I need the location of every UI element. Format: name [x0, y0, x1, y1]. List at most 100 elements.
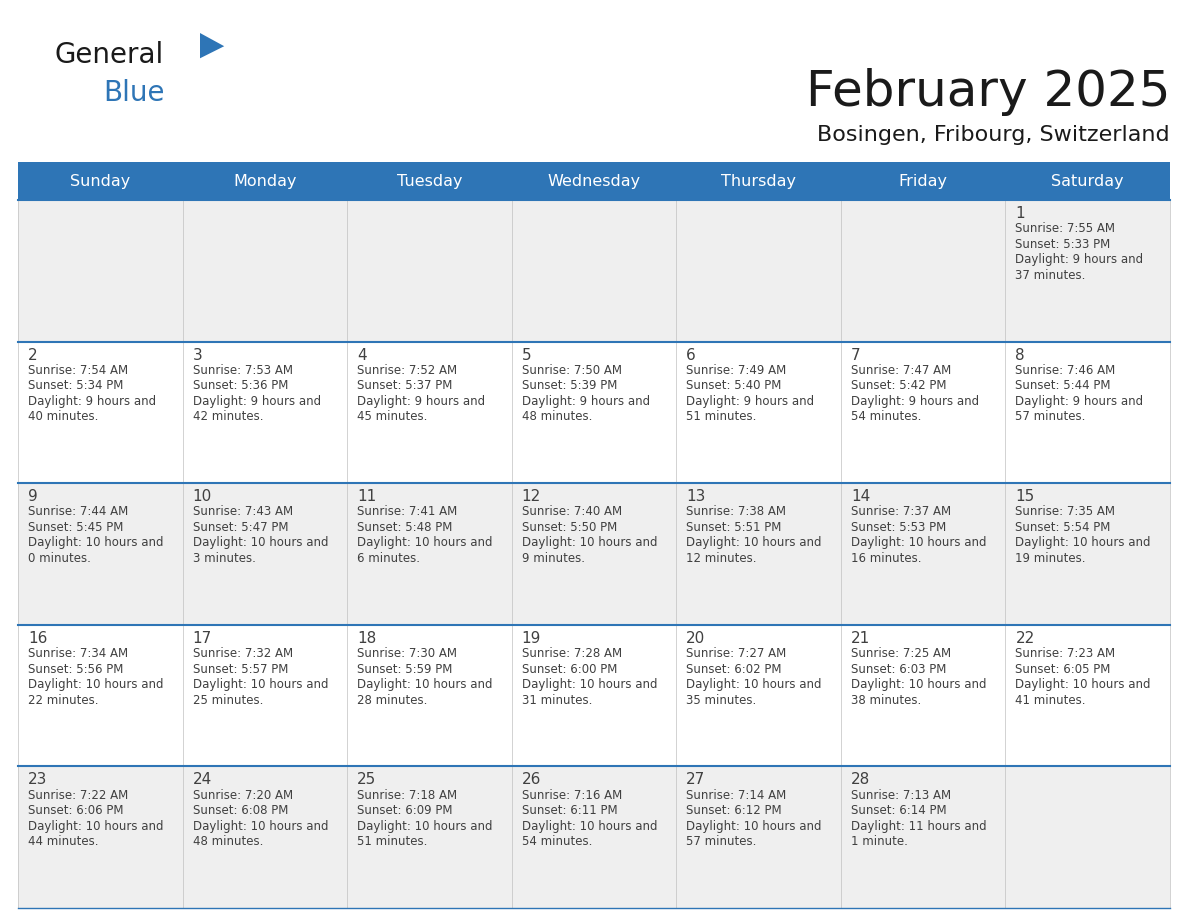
Text: 28: 28 [851, 772, 870, 788]
Text: Sunset: 5:51 PM: Sunset: 5:51 PM [687, 521, 782, 534]
Text: Daylight: 10 hours and: Daylight: 10 hours and [358, 820, 493, 833]
Text: Daylight: 9 hours and: Daylight: 9 hours and [522, 395, 650, 408]
Text: 42 minutes.: 42 minutes. [192, 410, 263, 423]
Text: Daylight: 10 hours and: Daylight: 10 hours and [522, 678, 657, 691]
Text: 54 minutes.: 54 minutes. [851, 410, 921, 423]
Text: Tuesday: Tuesday [397, 174, 462, 188]
Text: Sunset: 6:08 PM: Sunset: 6:08 PM [192, 804, 287, 817]
Text: Sunset: 5:45 PM: Sunset: 5:45 PM [29, 521, 124, 534]
Text: 9 minutes.: 9 minutes. [522, 552, 584, 565]
Text: Sunset: 5:34 PM: Sunset: 5:34 PM [29, 379, 124, 392]
Text: Sunrise: 7:28 AM: Sunrise: 7:28 AM [522, 647, 621, 660]
Text: 5: 5 [522, 348, 531, 363]
Text: 45 minutes.: 45 minutes. [358, 410, 428, 423]
Text: Daylight: 10 hours and: Daylight: 10 hours and [358, 678, 493, 691]
Text: 31 minutes.: 31 minutes. [522, 694, 592, 707]
Text: 1: 1 [1016, 206, 1025, 221]
Text: Sunrise: 7:46 AM: Sunrise: 7:46 AM [1016, 364, 1116, 377]
Text: Sunset: 5:48 PM: Sunset: 5:48 PM [358, 521, 453, 534]
Text: Daylight: 9 hours and: Daylight: 9 hours and [851, 395, 979, 408]
Text: Sunrise: 7:14 AM: Sunrise: 7:14 AM [687, 789, 786, 801]
Text: Daylight: 9 hours and: Daylight: 9 hours and [358, 395, 485, 408]
Text: Sunset: 5:57 PM: Sunset: 5:57 PM [192, 663, 287, 676]
Text: 51 minutes.: 51 minutes. [358, 835, 428, 848]
Text: Sunrise: 7:20 AM: Sunrise: 7:20 AM [192, 789, 292, 801]
Text: 10: 10 [192, 489, 211, 504]
Text: Sunrise: 7:22 AM: Sunrise: 7:22 AM [29, 789, 128, 801]
Text: Sunset: 5:42 PM: Sunset: 5:42 PM [851, 379, 947, 392]
Text: Sunrise: 7:30 AM: Sunrise: 7:30 AM [358, 647, 457, 660]
Text: 7: 7 [851, 348, 860, 363]
Text: 14: 14 [851, 489, 870, 504]
Text: Sunrise: 7:32 AM: Sunrise: 7:32 AM [192, 647, 292, 660]
Text: Daylight: 10 hours and: Daylight: 10 hours and [358, 536, 493, 550]
Text: Sunrise: 7:25 AM: Sunrise: 7:25 AM [851, 647, 950, 660]
Text: 8: 8 [1016, 348, 1025, 363]
Text: 25: 25 [358, 772, 377, 788]
Text: Daylight: 10 hours and: Daylight: 10 hours and [687, 820, 822, 833]
Text: Sunset: 5:54 PM: Sunset: 5:54 PM [1016, 521, 1111, 534]
Text: Sunrise: 7:44 AM: Sunrise: 7:44 AM [29, 506, 128, 519]
Text: 15: 15 [1016, 489, 1035, 504]
Text: 27: 27 [687, 772, 706, 788]
Text: 25 minutes.: 25 minutes. [192, 694, 263, 707]
Text: Daylight: 9 hours and: Daylight: 9 hours and [687, 395, 815, 408]
Text: Sunset: 5:33 PM: Sunset: 5:33 PM [1016, 238, 1111, 251]
Text: Daylight: 10 hours and: Daylight: 10 hours and [192, 820, 328, 833]
Text: Daylight: 10 hours and: Daylight: 10 hours and [687, 678, 822, 691]
Text: Sunrise: 7:52 AM: Sunrise: 7:52 AM [358, 364, 457, 377]
Text: 20: 20 [687, 631, 706, 645]
Text: Daylight: 9 hours and: Daylight: 9 hours and [29, 395, 156, 408]
Text: Sunrise: 7:43 AM: Sunrise: 7:43 AM [192, 506, 292, 519]
Polygon shape [200, 33, 225, 59]
Text: 48 minutes.: 48 minutes. [192, 835, 263, 848]
Text: Sunset: 5:53 PM: Sunset: 5:53 PM [851, 521, 946, 534]
Bar [18, 341, 1170, 483]
Text: Sunrise: 7:23 AM: Sunrise: 7:23 AM [1016, 647, 1116, 660]
Text: Daylight: 10 hours and: Daylight: 10 hours and [851, 678, 986, 691]
Text: 9: 9 [29, 489, 38, 504]
Text: Daylight: 9 hours and: Daylight: 9 hours and [192, 395, 321, 408]
Text: Sunrise: 7:27 AM: Sunrise: 7:27 AM [687, 647, 786, 660]
Text: 6: 6 [687, 348, 696, 363]
Text: 22: 22 [1016, 631, 1035, 645]
Text: 12: 12 [522, 489, 541, 504]
Text: Blue: Blue [103, 79, 164, 107]
Text: Sunrise: 7:47 AM: Sunrise: 7:47 AM [851, 364, 952, 377]
Text: Sunrise: 7:38 AM: Sunrise: 7:38 AM [687, 506, 786, 519]
Text: Sunrise: 7:53 AM: Sunrise: 7:53 AM [192, 364, 292, 377]
Text: Sunrise: 7:34 AM: Sunrise: 7:34 AM [29, 647, 128, 660]
Text: 41 minutes.: 41 minutes. [1016, 694, 1086, 707]
Text: Sunset: 5:50 PM: Sunset: 5:50 PM [522, 521, 617, 534]
Text: Sunset: 5:44 PM: Sunset: 5:44 PM [1016, 379, 1111, 392]
Bar [18, 200, 1170, 341]
Text: Daylight: 10 hours and: Daylight: 10 hours and [522, 536, 657, 550]
Text: Thursday: Thursday [721, 174, 796, 188]
Text: Daylight: 10 hours and: Daylight: 10 hours and [29, 536, 164, 550]
Text: 26: 26 [522, 772, 541, 788]
Text: 24: 24 [192, 772, 211, 788]
Text: 4: 4 [358, 348, 367, 363]
Text: 13: 13 [687, 489, 706, 504]
Text: 23: 23 [29, 772, 48, 788]
Text: Sunrise: 7:50 AM: Sunrise: 7:50 AM [522, 364, 621, 377]
Text: 37 minutes.: 37 minutes. [1016, 269, 1086, 282]
Text: Sunset: 5:56 PM: Sunset: 5:56 PM [29, 663, 124, 676]
Bar [18, 162, 1170, 200]
Text: Bosingen, Fribourg, Switzerland: Bosingen, Fribourg, Switzerland [817, 125, 1170, 145]
Text: February 2025: February 2025 [805, 68, 1170, 116]
Text: 3 minutes.: 3 minutes. [192, 552, 255, 565]
Text: Sunset: 6:06 PM: Sunset: 6:06 PM [29, 804, 124, 817]
Text: 38 minutes.: 38 minutes. [851, 694, 921, 707]
Text: Daylight: 10 hours and: Daylight: 10 hours and [687, 536, 822, 550]
Text: Sunrise: 7:35 AM: Sunrise: 7:35 AM [1016, 506, 1116, 519]
Text: Sunset: 6:11 PM: Sunset: 6:11 PM [522, 804, 618, 817]
Text: Friday: Friday [898, 174, 948, 188]
Text: Daylight: 10 hours and: Daylight: 10 hours and [192, 678, 328, 691]
Text: 40 minutes.: 40 minutes. [29, 410, 99, 423]
Text: Sunrise: 7:13 AM: Sunrise: 7:13 AM [851, 789, 950, 801]
Text: Sunset: 5:39 PM: Sunset: 5:39 PM [522, 379, 617, 392]
Text: 57 minutes.: 57 minutes. [687, 835, 757, 848]
Text: Sunset: 5:40 PM: Sunset: 5:40 PM [687, 379, 782, 392]
Bar [18, 767, 1170, 908]
